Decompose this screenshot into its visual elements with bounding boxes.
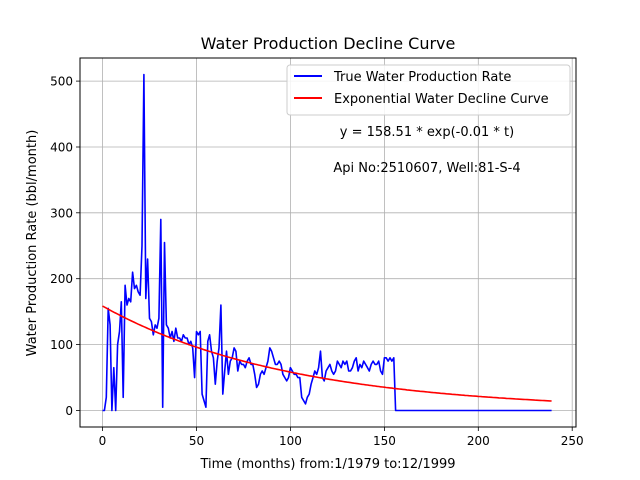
exponential-curve-line	[102, 305, 552, 402]
x-tick-label: 250	[561, 434, 584, 448]
series-lines	[102, 73, 552, 412]
chart-title: Water Production Decline Curve	[201, 34, 456, 53]
x-tick-label: 150	[373, 434, 396, 448]
y-tick-label: 400	[50, 141, 73, 155]
x-tick-label: 0	[99, 434, 107, 448]
x-tick-label: 50	[189, 434, 204, 448]
legend-box	[286, 64, 571, 116]
axis-ticks: 0 50 100 150 200 250 0 100 200 300 400 500	[50, 75, 584, 448]
y-tick-label: 200	[50, 272, 73, 286]
x-tick-label: 200	[467, 434, 490, 448]
y-axis-label: Water Production Rate (bbl/month)	[25, 130, 40, 357]
legend-label-exponential-curve: Exponential Water Decline Curve	[334, 92, 549, 107]
true-rate-line	[102, 73, 552, 412]
well-id-annotation: Api No:2510607, Well:81-S-4	[333, 161, 520, 176]
legend: True Water Production Rate Exponential W…	[286, 64, 571, 116]
equation-annotation: y = 158.51 * exp(-0.01 * t)	[340, 125, 514, 140]
y-tick-label: 100	[50, 338, 73, 352]
x-tick-label: 100	[279, 434, 302, 448]
x-axis-label: Time (months) from:1/1979 to:12/1999	[199, 457, 455, 472]
plot-frame	[79, 57, 577, 428]
y-tick-label: 300	[50, 206, 73, 220]
legend-label-true-rate: True Water Production Rate	[333, 70, 511, 85]
y-tick-label: 500	[50, 75, 73, 89]
y-tick-label: 0	[65, 404, 73, 418]
